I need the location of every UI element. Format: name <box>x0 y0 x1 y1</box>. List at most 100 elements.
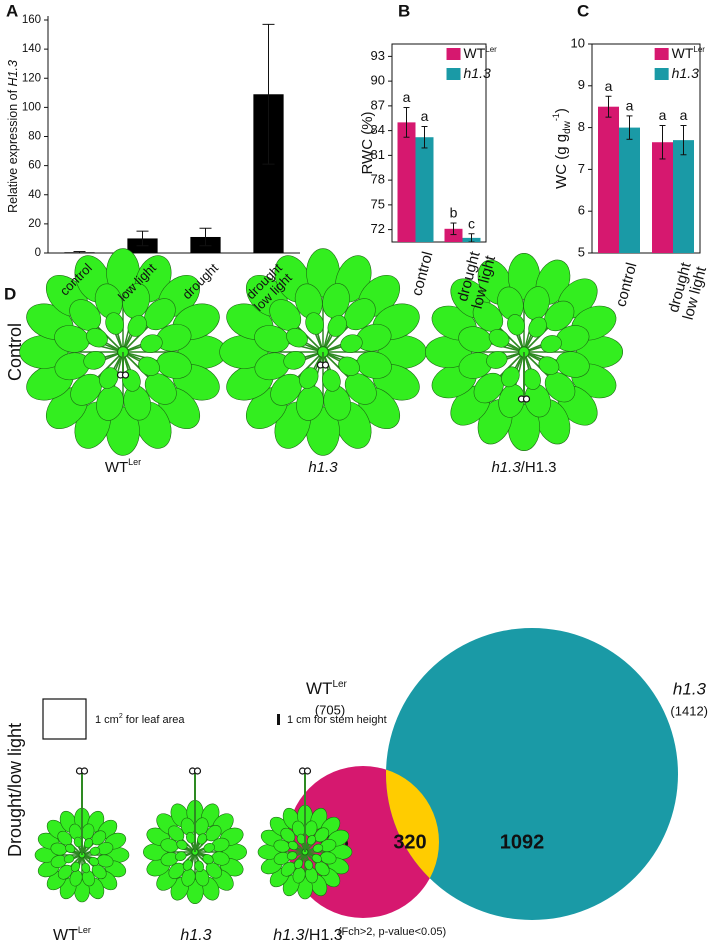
venn-count: 320 <box>393 831 426 853</box>
leaf <box>86 328 108 348</box>
y-axis-label: WC (g gdw-1) <box>551 108 573 189</box>
y-tick-label: 8 <box>578 119 585 134</box>
legend-swatch <box>446 48 461 60</box>
genotype-label: h1.3 <box>180 927 211 944</box>
venn-left-count: (705) <box>315 702 345 717</box>
leaf <box>57 830 73 846</box>
leaf <box>70 373 102 406</box>
leaf <box>322 283 350 319</box>
y-axis-label: Relative expression of H1.3 <box>6 60 20 213</box>
rosette <box>219 248 427 456</box>
y-tick-label: 80 <box>28 131 41 143</box>
leaf <box>523 286 550 321</box>
y-tick-label: 120 <box>22 72 41 84</box>
panel-letter: D <box>4 284 16 303</box>
legend-label: h1.3 <box>464 65 491 81</box>
leaf <box>83 838 94 849</box>
venn-right <box>386 628 678 920</box>
flower <box>321 361 330 369</box>
plot-frame <box>591 43 701 254</box>
legend-label: WTLer <box>464 45 498 61</box>
significance-letter: a <box>659 107 667 123</box>
text-part: Ler <box>78 925 91 935</box>
leaf <box>344 298 376 331</box>
leaf <box>88 856 99 867</box>
significance-letter: a <box>403 89 411 105</box>
significance-letter: b <box>450 205 458 221</box>
y-tick-label: 72 <box>371 221 385 236</box>
text-part: WC (g g <box>553 134 570 189</box>
panel-letter: B <box>398 1 410 20</box>
leaf <box>544 300 575 332</box>
bar <box>652 142 673 253</box>
flower <box>121 371 130 379</box>
text-part: h1.3 <box>308 459 338 476</box>
y-tick-label: 93 <box>371 48 385 63</box>
leaf <box>507 314 525 336</box>
genotype-label: WTLer <box>105 457 141 476</box>
flower <box>303 767 312 775</box>
legend-label: h1.3 <box>672 65 699 81</box>
text-part: /H1.3 <box>521 459 557 476</box>
text-part: Ler <box>128 457 141 467</box>
text-part: WT <box>464 45 486 61</box>
leaf <box>540 335 562 353</box>
y-tick-label: 0 <box>35 247 41 259</box>
panel-letter: C <box>577 1 589 20</box>
leaf <box>127 315 147 337</box>
leaf <box>286 851 298 861</box>
venn-left-name: WTLer <box>306 679 348 698</box>
text-part: H1.3 <box>6 60 20 86</box>
leaf <box>175 851 187 861</box>
legend-swatch <box>654 48 669 60</box>
text-part: WT <box>105 459 128 476</box>
rosette <box>142 767 248 904</box>
bar <box>598 106 619 253</box>
text-part: h1.3 <box>273 927 304 944</box>
leaf <box>305 312 324 335</box>
y-tick-label: 100 <box>22 101 41 113</box>
leaf <box>498 383 525 418</box>
y-tick-label: 75 <box>371 196 385 211</box>
y-tick-label: 140 <box>22 43 41 55</box>
leaf <box>472 301 504 332</box>
rosette <box>34 767 130 903</box>
y-tick-label: 9 <box>578 77 585 92</box>
leaf <box>304 859 314 871</box>
leaf <box>488 329 510 348</box>
leaf <box>122 283 150 319</box>
y-axis-label: RWC (%) <box>359 111 376 174</box>
leaf <box>194 860 204 872</box>
leaf <box>344 373 377 405</box>
leaf <box>311 853 322 864</box>
bar <box>673 140 694 253</box>
y-tick-label: 90 <box>371 73 385 88</box>
row-label: Drought/low light <box>5 723 25 857</box>
leaf <box>81 862 91 874</box>
leaf <box>202 854 214 865</box>
y-tick-label: 6 <box>578 203 585 218</box>
leaf <box>99 367 119 389</box>
plot-frame <box>391 43 487 243</box>
rosette <box>257 767 353 900</box>
leaf <box>138 356 160 376</box>
leaf <box>254 325 290 353</box>
significance-letter: a <box>680 107 688 123</box>
panel-letter: A <box>6 1 18 20</box>
leaf <box>91 864 107 880</box>
leaf <box>544 372 576 403</box>
leaf <box>96 385 124 421</box>
leaf <box>327 315 347 337</box>
leaf <box>299 367 319 389</box>
flower <box>522 395 531 403</box>
text-part: h1.3 <box>464 65 491 81</box>
leaf <box>89 846 101 856</box>
leaf <box>197 833 208 845</box>
text-part: RWC (%) <box>359 111 376 174</box>
leaf <box>144 298 176 331</box>
scale-square <box>42 698 87 740</box>
text-part: dw <box>562 120 573 134</box>
leaf <box>176 839 188 850</box>
